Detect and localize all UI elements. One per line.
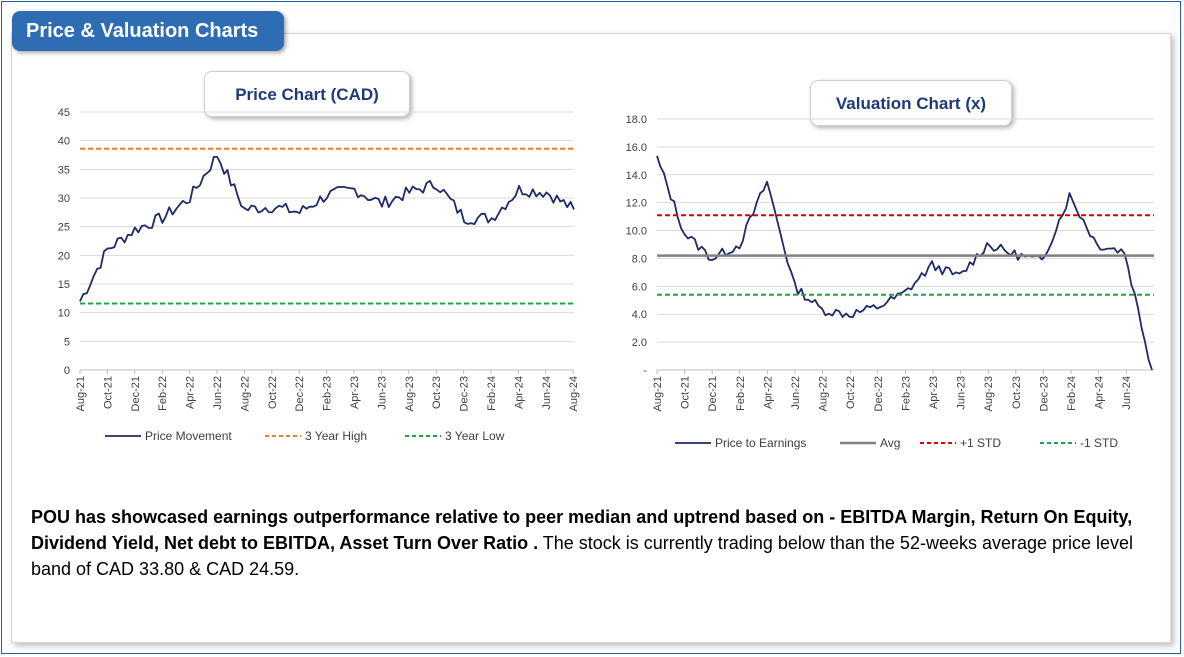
summary-bold: POU has showcased earnings outperformanc… — [31, 507, 1133, 553]
y-tick-label: 2.0 — [632, 337, 647, 349]
valuation-chart-title: Valuation Chart (x) — [810, 80, 1012, 126]
x-tick-label: Feb-22 — [157, 376, 169, 411]
y-tick-label: 18.0 — [626, 114, 647, 126]
y-tick-label: 14.0 — [626, 170, 647, 182]
legend-label: Price to Earnings — [715, 436, 806, 450]
x-tick-label: Jun-23 — [956, 376, 968, 410]
y-tick-label: 12.0 — [626, 198, 647, 210]
series-line — [656, 155, 1153, 371]
x-tick-label: Jun-23 — [376, 376, 388, 410]
legend-label: Price Movement — [145, 429, 232, 443]
x-tick-label: Feb-23 — [322, 376, 334, 411]
x-tick-label: Apr-23 — [349, 376, 361, 409]
page-title: Price & Valuation Charts — [12, 11, 284, 51]
x-tick-label: Oct-22 — [845, 376, 857, 409]
summary-normal: The stock is currently trading below tha… — [31, 533, 1134, 579]
x-tick-label: Apr-24 — [1094, 376, 1106, 409]
x-tick-label: Dec-23 — [459, 376, 471, 411]
y-tick-label: 35 — [58, 164, 70, 176]
x-tick-label: Jun-24 — [541, 376, 553, 410]
x-tick-label: Jun-22 — [790, 376, 802, 410]
y-tick-label: 5 — [64, 336, 70, 348]
y-tick-label: 20 — [58, 250, 70, 262]
summary-text: POU has showcased earnings outperformanc… — [31, 504, 1151, 582]
y-tick-label: 25 — [58, 222, 70, 234]
x-tick-label: Aug-23 — [983, 376, 995, 411]
y-tick-label: 30 — [58, 193, 70, 205]
price-chart-title: Price Chart (CAD) — [204, 71, 410, 117]
x-tick-label: Apr-23 — [928, 376, 940, 409]
x-tick-label: Apr-22 — [762, 376, 774, 409]
valuation-chart: - 2.0 4.0 6.0 8.0 10.0 12.0 14.0 16.0 18.0 Aug-21 O… — [626, 114, 1154, 450]
x-tick-label: Jun-22 — [212, 376, 224, 410]
x-tick-label: Oct-21 — [680, 376, 692, 409]
x-tick-label: Oct-21 — [102, 376, 114, 409]
x-tick-label: Aug-21 — [652, 376, 664, 411]
x-tick-label: Dec-22 — [873, 376, 885, 411]
x-tick-label: Apr-22 — [185, 376, 197, 409]
legend-label: 3 Year Low — [445, 429, 505, 443]
x-tick-label: Feb-24 — [1066, 376, 1078, 411]
y-tick-label: 10 — [58, 308, 70, 320]
x-tick-label: Aug-22 — [818, 376, 830, 411]
y-tick-label: 10.0 — [626, 226, 647, 238]
y-tick-label: - — [643, 365, 647, 377]
x-tick-label: Feb-23 — [900, 376, 912, 411]
x-tick-label: Feb-24 — [486, 376, 498, 411]
price-chart: 0 5 10 15 20 25 30 35 40 45 Aug-21 Oct-21 Dec-21 Feb-… — [58, 107, 580, 443]
legend-label: 3 Year High — [305, 429, 367, 443]
x-tick-label: Aug-23 — [404, 376, 416, 411]
content-panel — [11, 33, 1171, 643]
x-tick-label: Dec-21 — [130, 376, 142, 411]
y-tick-label: 6.0 — [632, 281, 647, 293]
x-tick-label: Aug-21 — [75, 376, 87, 411]
x-tick-label: Feb-22 — [735, 376, 747, 411]
legend-label: +1 STD — [960, 436, 1001, 450]
y-tick-label: 40 — [58, 136, 70, 148]
x-tick-label: Dec-22 — [294, 376, 306, 411]
x-tick-label: Dec-23 — [1038, 376, 1050, 411]
x-tick-label: Aug-24 — [568, 376, 580, 411]
y-tick-label: 0 — [64, 365, 70, 377]
y-tick-label: 8.0 — [632, 253, 647, 265]
x-tick-label: Apr-24 — [513, 376, 525, 409]
legend-label: Avg — [880, 436, 900, 450]
x-tick-label: Aug-22 — [239, 376, 251, 411]
y-tick-label: 4.0 — [632, 309, 647, 321]
x-tick-label: Oct-23 — [1011, 376, 1023, 409]
y-tick-label: 15 — [58, 279, 70, 291]
y-tick-label: 45 — [58, 107, 70, 119]
x-tick-label: Dec-21 — [707, 376, 719, 411]
series-line — [79, 156, 575, 302]
y-tick-label: 16.0 — [626, 142, 647, 154]
x-tick-label: Jun-24 — [1121, 376, 1133, 410]
legend-label: -1 STD — [1080, 436, 1118, 450]
x-tick-label: Oct-22 — [267, 376, 279, 409]
x-tick-label: Oct-23 — [431, 376, 443, 409]
